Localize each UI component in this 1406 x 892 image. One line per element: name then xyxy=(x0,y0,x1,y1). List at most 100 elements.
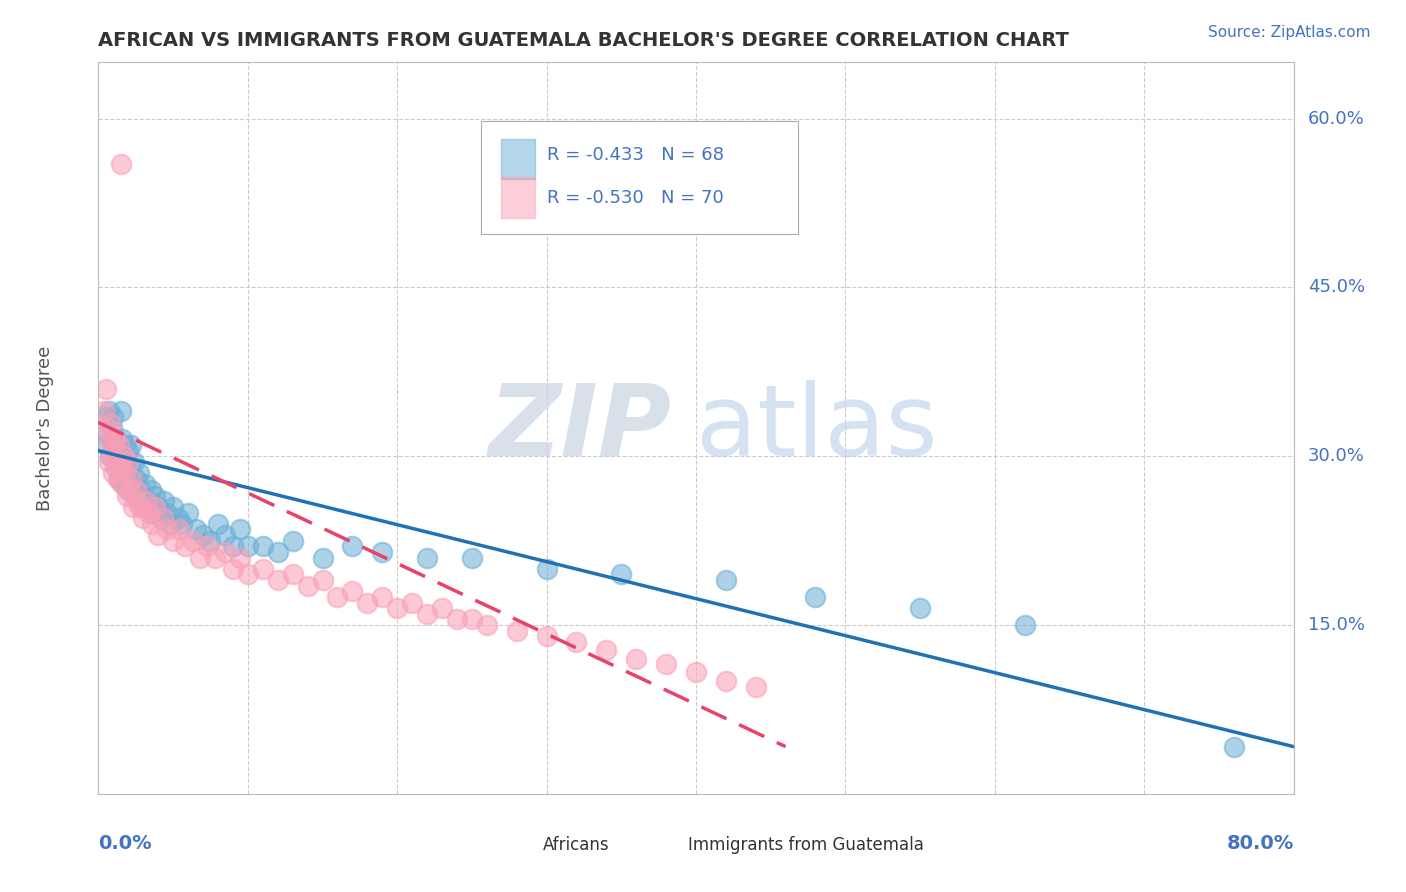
Point xyxy=(371,590,394,604)
Point xyxy=(110,404,132,418)
Point xyxy=(214,545,236,559)
Point xyxy=(385,601,409,615)
Point xyxy=(110,157,132,171)
Point xyxy=(107,455,129,469)
Point xyxy=(148,500,170,514)
Point xyxy=(184,523,207,537)
Point xyxy=(143,500,166,514)
Point xyxy=(103,466,125,480)
Text: Africans: Africans xyxy=(543,836,610,854)
Point xyxy=(125,472,148,486)
Point xyxy=(475,618,498,632)
Point xyxy=(110,455,132,469)
Point xyxy=(143,489,166,503)
Point xyxy=(132,511,155,525)
Point xyxy=(342,539,364,553)
Point xyxy=(105,455,128,469)
Point xyxy=(115,472,138,486)
Point xyxy=(111,433,134,447)
Point xyxy=(96,421,118,435)
Text: R = -0.530   N = 70: R = -0.530 N = 70 xyxy=(547,189,723,207)
Point xyxy=(117,443,139,458)
Point xyxy=(326,590,349,604)
Point xyxy=(159,516,181,531)
Point xyxy=(714,573,737,587)
Point xyxy=(94,382,117,396)
Point xyxy=(135,494,157,508)
Point xyxy=(141,506,163,520)
Point xyxy=(138,506,160,520)
Text: Source: ZipAtlas.com: Source: ZipAtlas.com xyxy=(1208,25,1371,40)
Point xyxy=(108,472,131,486)
Point xyxy=(118,483,141,497)
Point xyxy=(297,579,319,593)
Point xyxy=(685,665,707,680)
Text: 60.0%: 60.0% xyxy=(1308,110,1365,128)
Point xyxy=(197,539,219,553)
Text: Immigrants from Guatemala: Immigrants from Guatemala xyxy=(688,836,924,854)
Point xyxy=(97,404,120,418)
Point xyxy=(97,455,120,469)
Point xyxy=(200,533,222,548)
Point xyxy=(342,584,364,599)
Point xyxy=(152,511,174,525)
Point xyxy=(908,601,931,615)
Text: 30.0%: 30.0% xyxy=(1308,447,1365,466)
Point xyxy=(229,523,252,537)
Point xyxy=(153,494,176,508)
FancyBboxPatch shape xyxy=(510,832,537,857)
Point xyxy=(93,404,115,418)
Point xyxy=(107,472,129,486)
Point xyxy=(117,483,139,497)
Point xyxy=(174,539,197,553)
Point xyxy=(139,483,162,497)
Text: AFRICAN VS IMMIGRANTS FROM GUATEMALA BACHELOR'S DEGREE CORRELATION CHART: AFRICAN VS IMMIGRANTS FROM GUATEMALA BAC… xyxy=(98,30,1070,50)
Point xyxy=(461,612,484,626)
Point xyxy=(134,477,156,491)
Point xyxy=(114,455,136,469)
Point xyxy=(610,567,633,582)
Point xyxy=(121,477,143,491)
Point xyxy=(136,494,159,508)
Point xyxy=(446,612,468,626)
Point xyxy=(101,421,124,435)
Point xyxy=(177,506,200,520)
Point xyxy=(127,489,149,503)
Point xyxy=(536,629,558,643)
Point xyxy=(626,652,648,666)
Point xyxy=(267,573,290,587)
Point xyxy=(655,657,678,672)
Point xyxy=(117,455,139,469)
Point xyxy=(107,438,129,452)
Point xyxy=(132,500,155,514)
Point xyxy=(98,416,122,430)
Point xyxy=(714,674,737,689)
Point xyxy=(565,635,588,649)
Point xyxy=(156,523,179,537)
Point xyxy=(311,573,333,587)
Point xyxy=(150,511,173,525)
Point xyxy=(204,550,226,565)
Point xyxy=(156,506,179,520)
Point xyxy=(804,590,827,604)
Point xyxy=(125,483,148,497)
Point xyxy=(127,494,149,508)
Point xyxy=(188,550,211,565)
Point xyxy=(416,607,439,621)
Point xyxy=(311,550,333,565)
Point xyxy=(129,500,152,514)
Text: Bachelor's Degree: Bachelor's Degree xyxy=(35,345,53,511)
FancyBboxPatch shape xyxy=(654,832,681,857)
Point xyxy=(97,433,120,447)
Point xyxy=(94,426,117,441)
Point xyxy=(536,562,558,576)
Point xyxy=(103,409,125,424)
Text: 0.0%: 0.0% xyxy=(98,834,152,853)
FancyBboxPatch shape xyxy=(501,178,534,218)
Point xyxy=(172,516,194,531)
Point xyxy=(222,539,245,553)
Point xyxy=(162,533,184,548)
Point xyxy=(103,438,125,452)
Point xyxy=(112,450,135,464)
Point xyxy=(595,643,617,657)
